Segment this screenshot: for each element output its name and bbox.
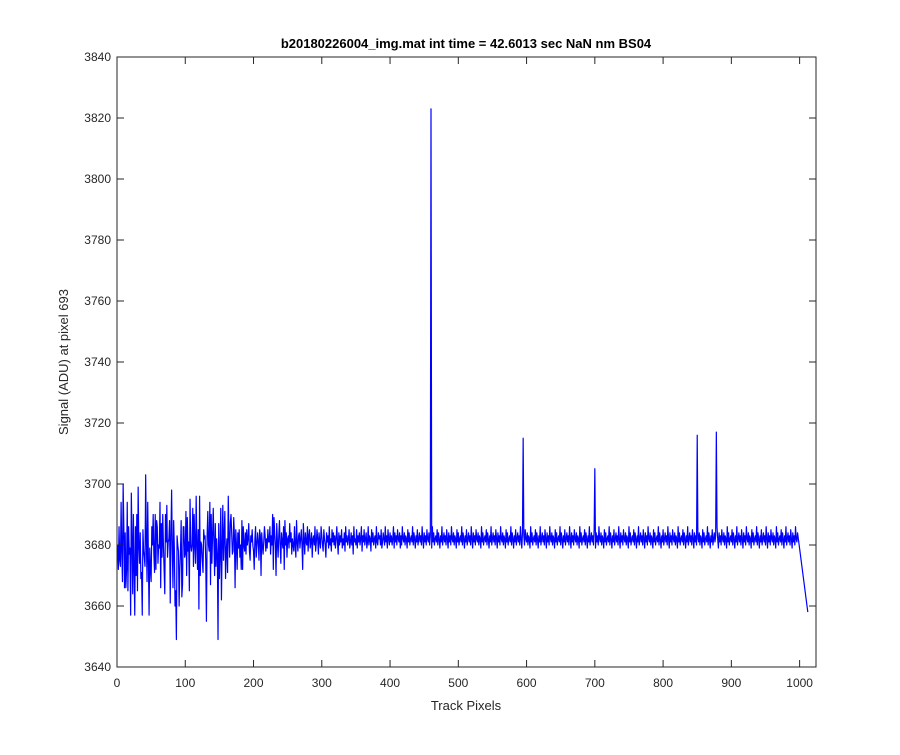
y-tick-label: 3700	[84, 477, 111, 491]
y-tick-label: 3680	[84, 538, 111, 552]
x-tick-label: 800	[653, 676, 673, 690]
plot-area	[117, 57, 816, 667]
y-tick-label: 3780	[84, 233, 111, 247]
x-tick-label: 600	[517, 676, 537, 690]
series-layer	[117, 108, 809, 641]
y-axis: 3640 3660 3680 3700 3720 3740 3760 3780 3800 3820…	[84, 50, 816, 674]
x-tick-label: 400	[380, 676, 400, 690]
y-tick-label: 3760	[84, 294, 111, 308]
y-tick-label: 3800	[84, 172, 111, 186]
y-tick-label: 3740	[84, 355, 111, 369]
y-tick-label: 3720	[84, 416, 111, 430]
chart-title: b20180226004_img.mat int time = 42.6013 …	[281, 36, 652, 51]
x-tick-label: 200	[244, 676, 264, 690]
series-line-0	[117, 108, 809, 641]
y-tick-label: 3640	[84, 660, 111, 674]
x-axis: 0 100 200 300 400 500 600 700 800 900 1000	[114, 57, 813, 690]
x-tick-label: 100	[175, 676, 195, 690]
x-tick-label: 500	[448, 676, 468, 690]
x-axis-label: Track Pixels	[431, 698, 502, 713]
y-tick-label: 3820	[84, 111, 111, 125]
x-tick-label: 700	[585, 676, 605, 690]
x-tick-label: 900	[721, 676, 741, 690]
x-tick-label: 0	[114, 676, 121, 690]
y-tick-label: 3660	[84, 599, 111, 613]
y-axis-label: Signal (ADU) at pixel 693	[56, 289, 71, 435]
x-tick-label: 300	[312, 676, 332, 690]
y-tick-label: 3840	[84, 50, 111, 64]
x-tick-label: 1000	[786, 676, 813, 690]
